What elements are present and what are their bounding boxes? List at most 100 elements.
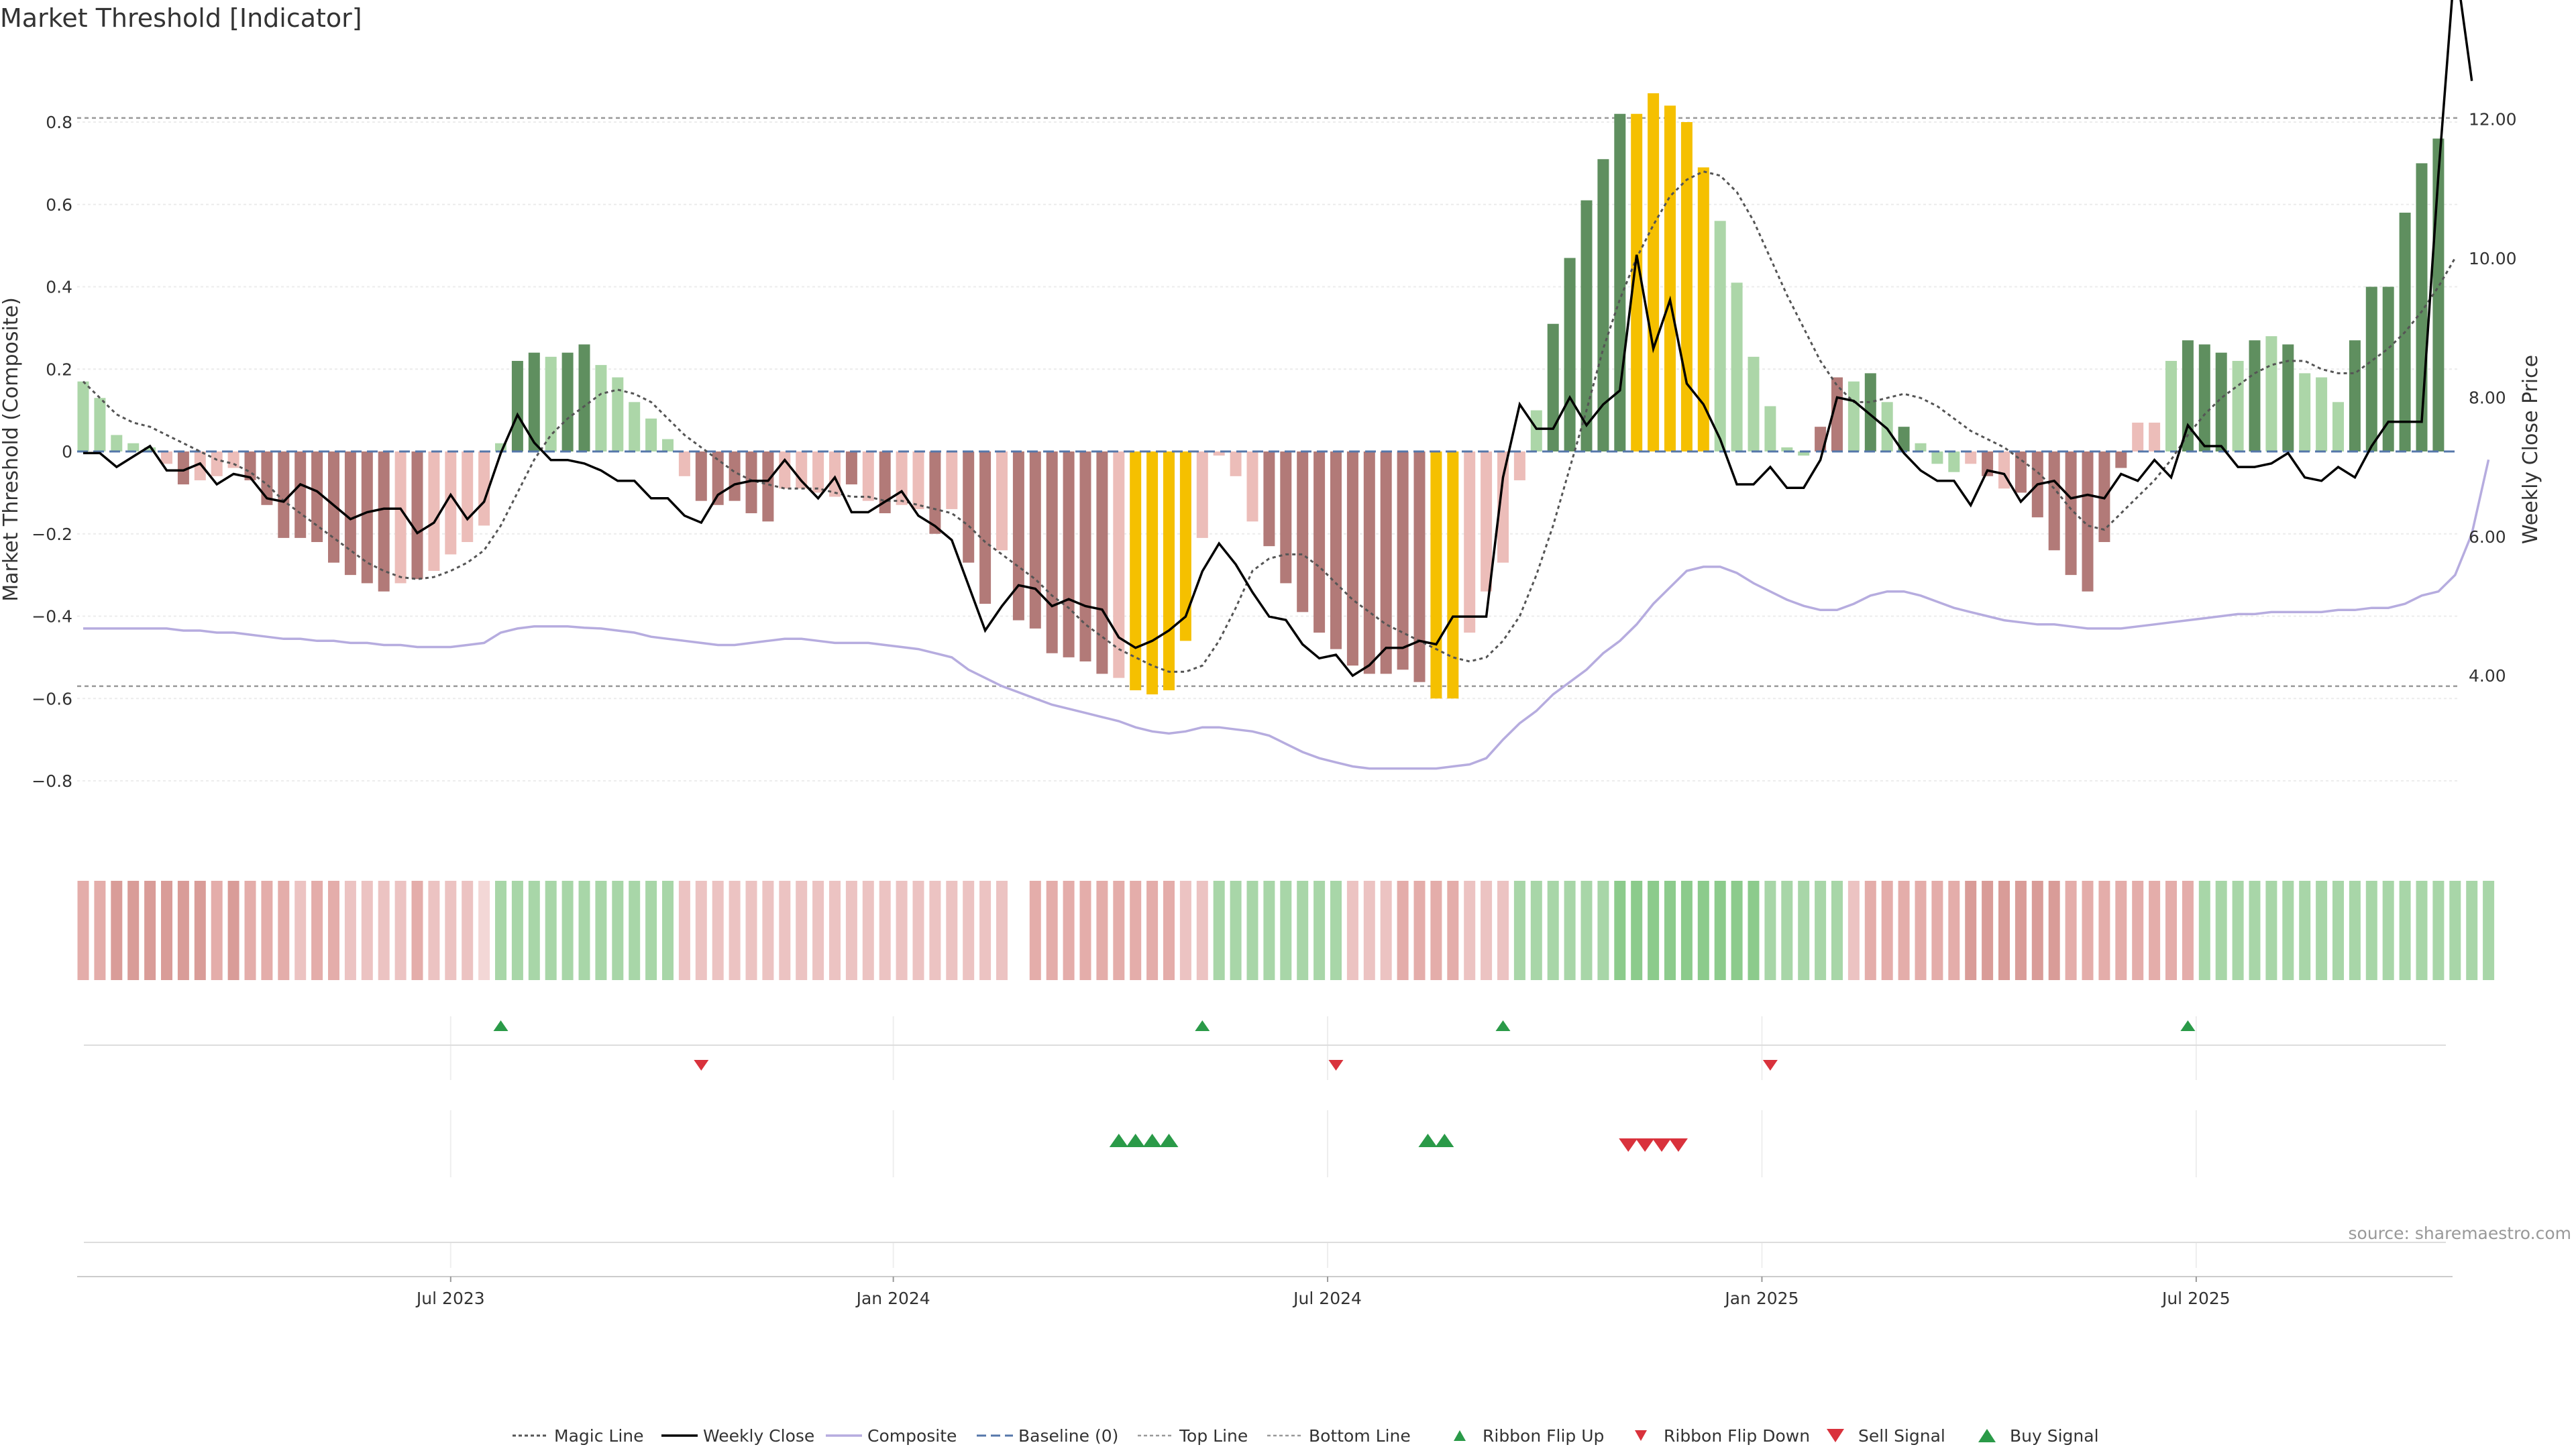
ribbon-cell: [1213, 881, 1225, 980]
ribbon-cell: [2316, 881, 2328, 980]
composite-bar: [511, 360, 523, 451]
ribbon-cell: [2132, 881, 2144, 980]
legend-item: Magic Line: [513, 1426, 644, 1446]
magic-line: [82, 170, 2457, 673]
composite-bar: [1213, 451, 1225, 456]
ribbon-cell: [979, 881, 991, 980]
y-tick-label: 0: [62, 442, 72, 462]
composite-line: [83, 459, 2490, 770]
composite-bar: [729, 451, 741, 501]
composite-bar: [111, 435, 123, 451]
ribbon-cell: [2382, 881, 2394, 980]
ribbon-cell: [1815, 881, 1827, 980]
ribbon-cell: [1831, 881, 1843, 980]
y-tick-label: 0.8: [46, 113, 72, 132]
ribbon-cell: [712, 881, 724, 980]
ribbon-cell: [612, 881, 624, 980]
composite-bar: [94, 398, 106, 451]
composite-bar: [896, 451, 908, 505]
x-tick-label: Jan 2024: [855, 1289, 930, 1308]
series-lines: [82, 0, 2490, 770]
ribbon-cell: [1130, 881, 1142, 980]
composite-bar: [1764, 406, 1776, 451]
y-tick-label: 0.2: [46, 360, 72, 379]
composite-bar: [1146, 451, 1159, 695]
ribbon-cell: [278, 881, 290, 980]
ribbon-cell: [2015, 881, 2027, 980]
composite-bar: [161, 451, 172, 464]
composite-bar: [1029, 451, 1041, 629]
ribbon-cell: [1781, 881, 1793, 980]
y-axis-left-label: Market Threshold (Composite): [0, 297, 23, 602]
composite-bar: [1481, 451, 1493, 592]
composite-bar: [1798, 451, 1810, 456]
composite-bar: [2215, 352, 2227, 451]
ribbon-cell: [1998, 881, 2010, 980]
ribbon-cell: [528, 881, 540, 980]
composite-bar: [445, 451, 457, 555]
ribbon-cell: [177, 881, 189, 980]
source-note: source: sharemaestro.com: [2349, 1224, 2572, 1243]
ribbon-flip-up-marker: [2180, 1020, 2196, 1031]
legend-label: Top Line: [1179, 1426, 1248, 1446]
legend-label: Baseline (0): [1018, 1426, 1118, 1446]
composite-bar: [862, 451, 874, 501]
ribbon-cell: [1029, 881, 1041, 980]
ribbon-cell: [1464, 881, 1476, 980]
ribbon-cell: [1648, 881, 1660, 980]
composite-bar: [1931, 451, 1943, 464]
legend-label: Ribbon Flip Down: [1664, 1426, 1810, 1446]
legend-item: Bottom Line: [1267, 1426, 1411, 1446]
ribbon-cell: [1948, 881, 1960, 980]
composite-bar: [528, 352, 540, 451]
composite-bar: [2149, 423, 2161, 451]
ribbon-cell: [1680, 881, 1693, 980]
composite-bar: [1280, 451, 1292, 584]
composite-bar: [2365, 286, 2377, 451]
composite-bar: [1731, 282, 1743, 451]
legend-item: Ribbon Flip Up: [1454, 1426, 1604, 1446]
ribbon-cell: [1163, 881, 1175, 980]
composite-bar: [1397, 451, 1409, 670]
legend-item: Top Line: [1138, 1426, 1248, 1446]
ribbon-cell: [2416, 881, 2428, 980]
legend: Magic Line Weekly Close Composite Baseline …: [513, 1426, 2099, 1446]
composite-bar: [879, 451, 891, 514]
ribbon-cell: [1564, 881, 1576, 980]
ribbon-cell: [2182, 881, 2194, 980]
ribbon-cell: [2031, 881, 2043, 980]
x-axis: Jul 2023 Jan 2024 Jul 2024 Jan 2025 Jul 2025: [77, 1276, 2453, 1308]
ribbon-cell: [2082, 881, 2094, 980]
composite-bar: [1580, 200, 1593, 451]
ribbon-cell: [629, 881, 641, 980]
sell-signal-marker: [1635, 1138, 1655, 1152]
ribbon-cell: [428, 881, 440, 980]
ribbon-cell: [2249, 881, 2261, 980]
ribbon-cell: [1363, 881, 1375, 980]
composite-bar: [278, 451, 290, 538]
composite-bar: [845, 451, 857, 485]
ribbon-cell: [2048, 881, 2060, 980]
composite-bar: [1179, 451, 1191, 641]
ribbon-cell: [394, 881, 407, 980]
ribbon-cell: [2149, 881, 2161, 980]
composite-bar: [2349, 340, 2361, 451]
composite-bar: [1714, 221, 1726, 451]
ribbon-cell: [94, 881, 106, 980]
legend-item: Composite: [826, 1426, 957, 1446]
composite-bar: [2282, 344, 2294, 451]
chart-title: Market Threshold [Indicator]: [0, 3, 362, 33]
y-right-tick-label: 8.00: [2469, 388, 2506, 407]
ribbon-cell: [779, 881, 791, 980]
composite-bar: [1965, 451, 1977, 464]
composite-bar: [996, 451, 1008, 551]
composite-bar: [1648, 93, 1660, 452]
ribbon-cell: [1982, 881, 1994, 980]
ribbon-cell: [1547, 881, 1559, 980]
composite-bar: [1263, 451, 1275, 547]
sell-signal-marker: [1652, 1138, 1672, 1152]
legend-label: Sell Signal: [1858, 1426, 1945, 1446]
composite-bar: [311, 451, 323, 543]
composite-bar: [1915, 443, 1927, 451]
composite-bar: [2182, 340, 2194, 451]
